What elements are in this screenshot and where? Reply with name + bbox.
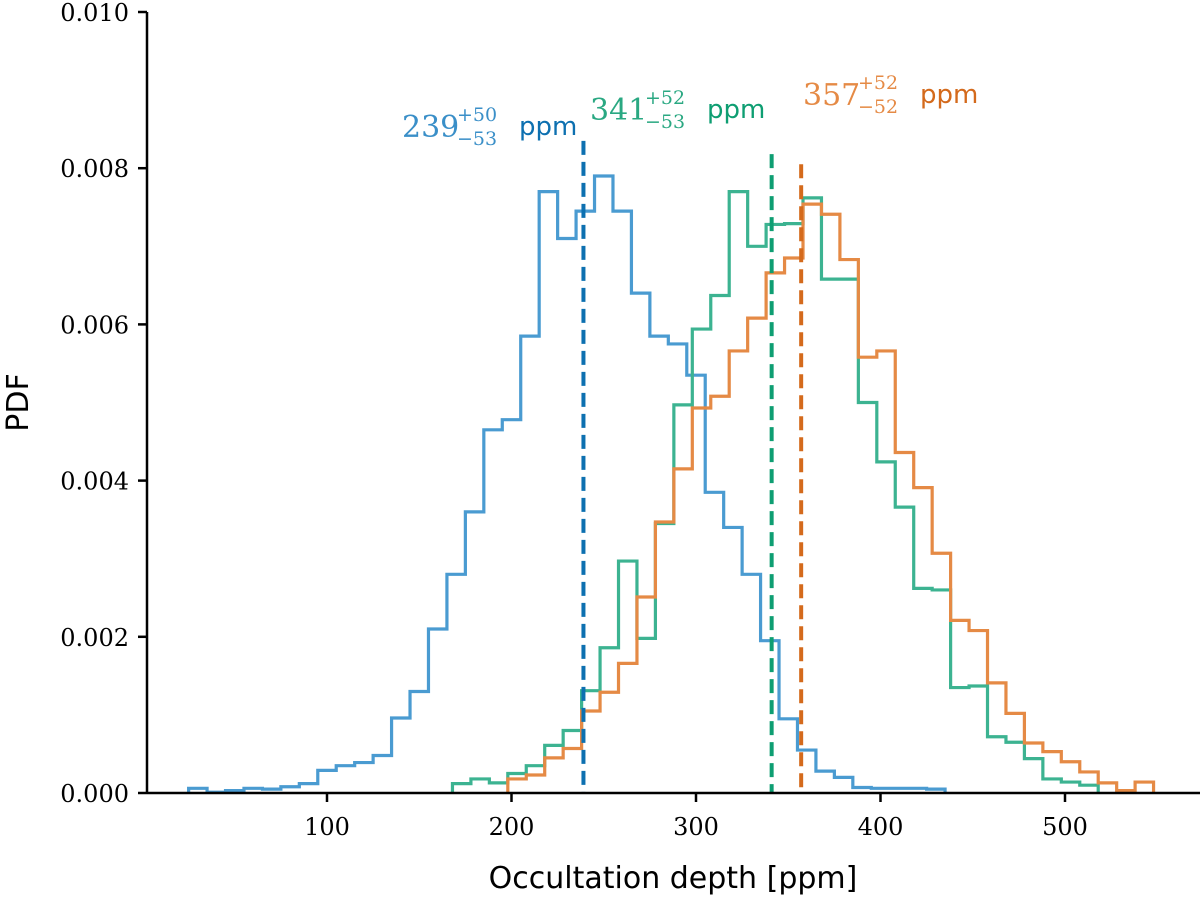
y-tick-label: 0.000	[60, 780, 129, 808]
annotation-lower-error: −53	[645, 111, 685, 133]
y-tick-label: 0.006	[60, 311, 129, 339]
annotation-orange: 357+52−52 ppm	[803, 72, 978, 118]
annotation-unit: ppm	[519, 112, 577, 142]
annotation-upper-error: +50	[457, 104, 497, 126]
x-tick-label: 100	[304, 813, 350, 841]
annotation-value: 341	[590, 93, 647, 128]
x-tick-label: 300	[673, 813, 719, 841]
x-tick-label: 200	[489, 813, 535, 841]
y-tick-label: 0.002	[60, 624, 129, 652]
histogram-green	[450, 190, 1100, 793]
y-axis-label: PDF	[1, 373, 36, 431]
histogram-blue	[187, 174, 947, 794]
x-tick-label: 400	[858, 813, 904, 841]
annotation-unit: ppm	[920, 80, 978, 110]
annotation-blue: 239+50−53 ppm	[402, 104, 577, 150]
annotation-unit: ppm	[707, 95, 765, 125]
y-tick-label: 0.004	[60, 468, 129, 496]
annotation-lower-error: −52	[858, 96, 898, 118]
x-tick-label: 500	[1042, 813, 1088, 841]
y-tick-label: 0.008	[60, 155, 129, 183]
y-tick-label: 0.010	[60, 0, 129, 27]
annotation-upper-error: +52	[645, 87, 685, 109]
annotation-lower-error: −53	[457, 128, 497, 150]
x-axis-label: Occultation depth [ppm]	[489, 861, 858, 896]
annotation-value: 239	[402, 110, 459, 145]
histogram-orange	[506, 202, 1156, 793]
annotation-upper-error: +52	[858, 72, 898, 94]
annotation-green: 341+52−53 ppm	[590, 87, 765, 133]
annotation-value: 357	[803, 78, 860, 113]
